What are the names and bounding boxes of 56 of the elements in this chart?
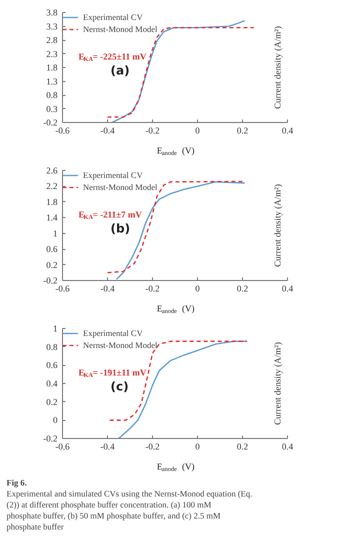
x-tick-label: 0.4	[282, 284, 294, 294]
x-tick-label: -0.6	[55, 442, 70, 452]
x-tick-label: -0.2	[145, 126, 160, 136]
x-tick-label: 0.2	[236, 284, 248, 294]
legend-label: Experimental CV	[83, 170, 143, 180]
legend-label: Experimental CV	[83, 12, 143, 22]
text: Fig 6.	[6, 478, 27, 488]
x-tick-label: 0.2	[236, 126, 248, 136]
y-tick-label: -0.2	[43, 118, 58, 128]
y-tick-label: 0.3	[46, 104, 58, 114]
x-tick-label: 0	[195, 126, 200, 136]
y-tick-label: 2.3	[46, 48, 58, 59]
legend-label: Nernst-Monod Model	[83, 340, 158, 350]
annotation: (b)	[110, 222, 130, 236]
x-tick-label: -0.4	[100, 442, 116, 452]
y-tick-label: -0.2	[43, 276, 58, 286]
y-tick-label: 1.8	[46, 196, 58, 207]
y-tick-label: 0.2	[46, 396, 58, 407]
y-tick-label: 0.8	[46, 342, 58, 352]
y-tick-label: 0.4	[46, 378, 58, 388]
legend-label: Nernst-Monod Model	[83, 182, 158, 192]
annotation: (a)	[110, 64, 130, 78]
y-axis-title: Current density (A/m²)	[272, 342, 282, 425]
legend-label: Experimental CV	[83, 328, 143, 338]
x-tick-label: 0.4	[282, 442, 294, 452]
y-tick-label: 2.6	[46, 166, 58, 176]
y-tick-label: 1.8	[46, 62, 58, 72]
y-tick-label: 0	[53, 415, 58, 426]
x-tick-label: 0	[195, 442, 200, 452]
x-tick-label: -0.6	[55, 284, 70, 294]
x-tick-label: 0.4	[282, 126, 294, 136]
y-tick-label: 0.6	[46, 244, 58, 254]
x-tick-label: -0.4	[100, 126, 116, 136]
y-axis-title: Current density (A/m²)	[272, 184, 282, 267]
text: Experimental and simulated CVs using the Nernst-Monod equation (Eq. (2)) at different phosphate buffer concentration. (a) 100 mM phosphate buffer, (b) 50 mM phosphate buffer, and (c) 2.5 mM phosphate buffer	[6, 488, 252, 532]
y-tick-label: 2.2	[46, 181, 58, 192]
x-tick-label: -0.6	[55, 126, 70, 136]
y-tick-label: 1	[53, 228, 58, 238]
y-tick-label: 2.8	[46, 35, 58, 45]
annotation: (c)	[110, 380, 129, 394]
y-tick-label: 1.3	[46, 76, 58, 86]
legend-label: Nernst-Monod Model	[83, 24, 158, 34]
y-tick-label: 0.6	[46, 360, 58, 370]
x-tick-label: -0.2	[145, 284, 160, 294]
y-tick-label: 1	[53, 324, 58, 334]
y-axis-title: Current density (A/m²)	[272, 26, 282, 109]
y-tick-label: 3.3	[46, 21, 58, 32]
x-tick-label: 0	[195, 284, 200, 294]
y-tick-label: 3.8	[46, 8, 58, 18]
y-tick-label: 0.2	[46, 260, 58, 270]
y-tick-label: 1.4	[46, 212, 58, 223]
y-tick-label: 0.8	[46, 90, 58, 100]
y-tick-label: -0.2	[43, 434, 58, 444]
x-tick-label: -0.2	[145, 442, 160, 452]
x-tick-label: -0.4	[100, 284, 116, 294]
x-tick-label: 0.2	[236, 442, 248, 452]
